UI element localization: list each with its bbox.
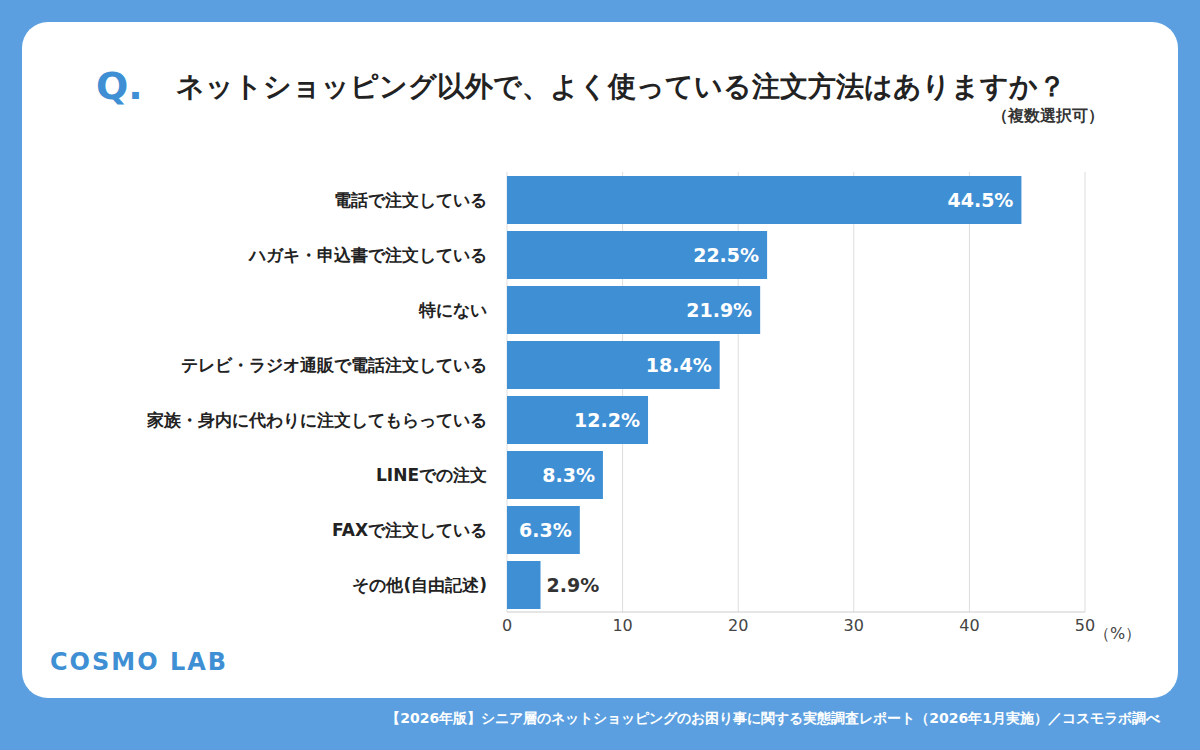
svg-text:44.5%: 44.5% (947, 189, 1013, 211)
svg-text:21.9%: 21.9% (686, 299, 752, 321)
svg-text:22.5%: 22.5% (693, 244, 759, 266)
html-text:【2026年版】シニア層のネットショッピングのお困り事に関す: 【2026年版】シニア層のネットショッピングのお困り事に関する実態調査レポート（… (386, 710, 1160, 726)
svg-text:電話で注文している: 電話で注文している (334, 190, 487, 210)
svg-text:40: 40 (959, 616, 979, 635)
html-text:（複数選択可）: （複数選択可） (992, 106, 1104, 125)
svg-text:20: 20 (728, 616, 748, 635)
html-text:ネットショッピング以外で、よく使っている注文方法はありますか: ネットショッピング以外で、よく使っている注文方法はありますか？ (176, 70, 1066, 103)
svg-text:30: 30 (844, 616, 864, 635)
svg-text:特にない: 特にない (418, 300, 487, 320)
svg-text:家族・身内に代わりに注文してもらっている: 家族・身内に代わりに注文してもらっている (146, 410, 487, 430)
svg-text:テレビ・ラジオ通販で電話注文している: テレビ・ラジオ通販で電話注文している (181, 355, 487, 375)
svg-text:50: 50 (1075, 616, 1095, 635)
svg-text:その他(自由記述): その他(自由記述) (352, 575, 487, 595)
svg-text:FAXで注文している: FAXで注文している (332, 520, 487, 540)
svg-text:0: 0 (502, 616, 512, 635)
html-text:Q.: Q. (96, 64, 143, 108)
html-text:COSMO LAB: COSMO LAB (50, 648, 229, 676)
svg-text:8.3%: 8.3% (542, 464, 595, 486)
svg-text:12.2%: 12.2% (574, 409, 640, 431)
svg-text:ハガキ・申込書で注文している: ハガキ・申込書で注文している (247, 245, 487, 265)
svg-text:2.9%: 2.9% (547, 574, 600, 596)
svg-text:6.3%: 6.3% (519, 519, 572, 541)
svg-text:18.4%: 18.4% (646, 354, 712, 376)
svg-text:LINEでの注文: LINEでの注文 (376, 465, 487, 485)
svg-text:10: 10 (612, 616, 632, 635)
